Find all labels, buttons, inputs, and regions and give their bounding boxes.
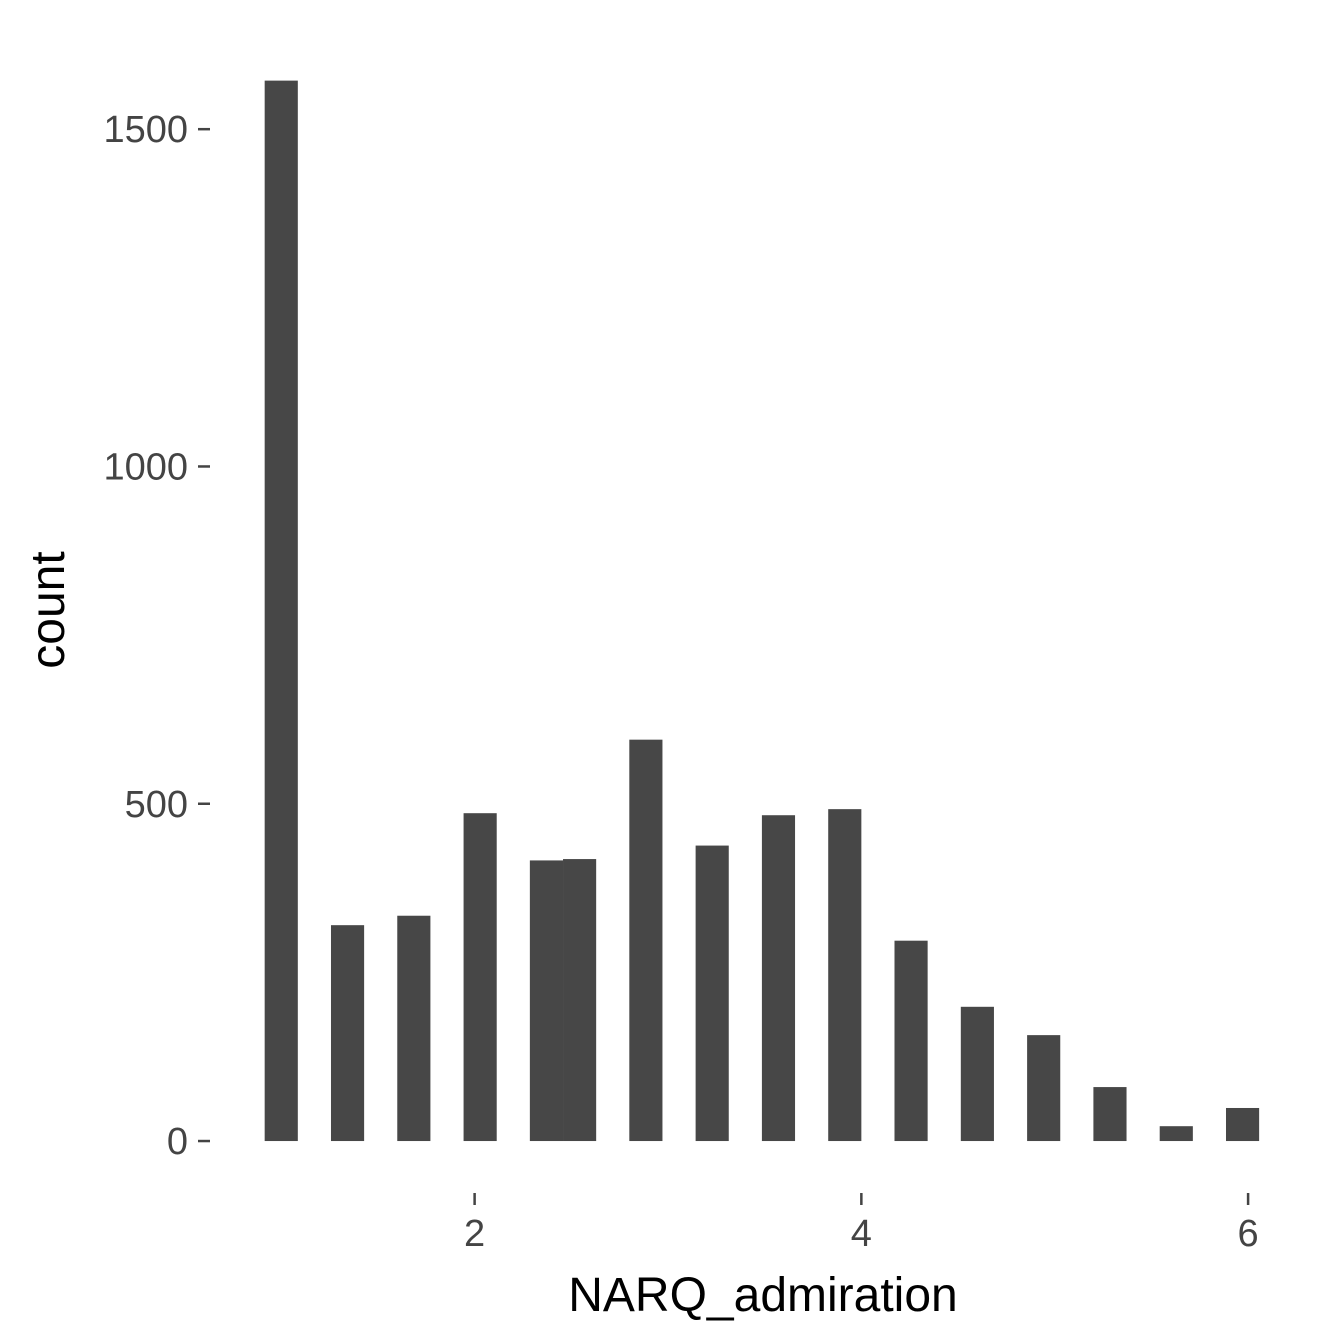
y-tick-label-0: 0	[167, 1121, 188, 1163]
histogram-bar-1	[330, 925, 365, 1142]
histogram-bar-12	[1027, 1035, 1061, 1142]
histogram-bar-2	[397, 915, 431, 1142]
histogram-bar-8	[761, 815, 796, 1142]
x-tick-label-1: 4	[851, 1213, 872, 1255]
y-axis: 0 500 1000 1500	[103, 109, 210, 1163]
histogram-bar-9	[828, 809, 862, 1142]
histogram-bar-14	[1159, 1126, 1193, 1142]
y-tick-label-3: 1500	[103, 109, 188, 151]
bars-group	[264, 80, 1260, 1142]
histogram-bar-10	[894, 940, 928, 1142]
histogram-bar-7	[695, 845, 729, 1142]
histogram-bar-15	[1225, 1107, 1260, 1142]
x-tick-label-0: 2	[464, 1213, 485, 1255]
y-axis-title: count	[22, 551, 75, 668]
histogram-bar-13	[1093, 1087, 1127, 1142]
y-tick-label-1: 500	[125, 784, 188, 826]
y-tick-label-2: 1000	[103, 446, 188, 488]
x-axis: 2 4 6	[464, 1193, 1259, 1255]
x-axis-title: NARQ_admiration	[568, 1269, 957, 1322]
histogram-bar-5	[563, 859, 597, 1142]
histogram-bar-0	[264, 80, 298, 1142]
histogram-bar-4	[529, 860, 564, 1142]
x-tick-label-2: 6	[1238, 1213, 1259, 1255]
histogram-bar-11	[960, 1006, 994, 1142]
histogram-bar-3	[463, 813, 497, 1142]
histogram-bar-6	[629, 739, 663, 1142]
